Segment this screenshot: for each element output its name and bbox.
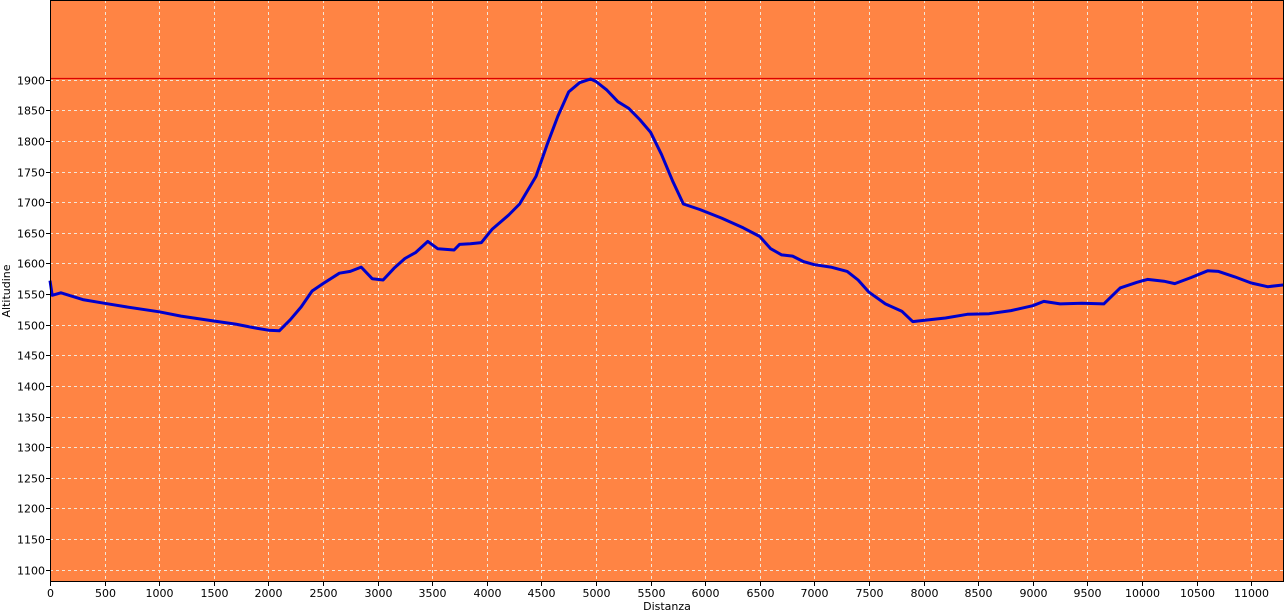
x-tick-label: 11000 [1234, 587, 1269, 600]
y-tick-label: 1650 [17, 228, 45, 241]
y-axis-title: Altitudine [0, 264, 13, 317]
y-tick-label: 1500 [17, 320, 45, 333]
x-tick-label: 0 [47, 587, 54, 600]
x-tick-label: 9000 [1020, 587, 1048, 600]
y-tick-label: 1300 [17, 442, 45, 455]
y-tick-label: 1850 [17, 105, 45, 118]
x-grid [105, 0, 1252, 582]
y-tick-label: 1700 [17, 197, 45, 210]
x-tick-label: 2500 [310, 587, 338, 600]
x-axis-ticks: 0 500 1000 1500 2000 2500 3000 3500 4000 4500 5000… [47, 582, 1269, 600]
x-tick-label: 8000 [911, 587, 939, 600]
x-tick-label: 6000 [692, 587, 720, 600]
x-tick-label: 3000 [365, 587, 393, 600]
y-tick-label: 1150 [17, 534, 45, 547]
y-tick-label: 1200 [17, 503, 45, 516]
y-axis-ticks: 1100 1150 1200 1250 1300 1350 1400 1450 1500 1550… [17, 75, 50, 578]
x-tick-label: 2000 [255, 587, 283, 600]
x-axis-title: Distanza [643, 600, 691, 612]
y-tick-label: 1350 [17, 412, 45, 425]
y-tick-label: 1750 [17, 167, 45, 180]
x-tick-label: 9500 [1074, 587, 1102, 600]
y-tick-label: 1800 [17, 136, 45, 149]
elevation-series-line [48, 77, 1284, 333]
y-tick-label: 1250 [17, 473, 45, 486]
y-tick-label: 1900 [17, 75, 45, 88]
y-tick-label: 1400 [17, 381, 45, 394]
x-tick-label: 7000 [801, 587, 829, 600]
plot-area [50, 0, 1284, 582]
x-tick-label: 5000 [583, 587, 611, 600]
x-tick-label: 10500 [1180, 587, 1215, 600]
x-tick-label: 4000 [474, 587, 502, 600]
y-tick-label: 1550 [17, 289, 45, 302]
x-tick-label: 4500 [528, 587, 556, 600]
x-tick-label: 5500 [638, 587, 666, 600]
x-tick-label: 1000 [146, 587, 174, 600]
x-tick-label: 3500 [419, 587, 447, 600]
x-tick-label: 7500 [856, 587, 884, 600]
x-tick-label: 10000 [1125, 587, 1160, 600]
y-grid [50, 80, 1284, 571]
y-tick-label: 1100 [17, 565, 45, 578]
x-tick-label: 6500 [747, 587, 775, 600]
x-tick-label: 500 [95, 587, 116, 600]
y-tick-label: 1600 [17, 258, 45, 271]
y-tick-label: 1450 [17, 350, 45, 363]
x-tick-label: 1500 [201, 587, 229, 600]
x-tick-label: 8500 [965, 587, 993, 600]
